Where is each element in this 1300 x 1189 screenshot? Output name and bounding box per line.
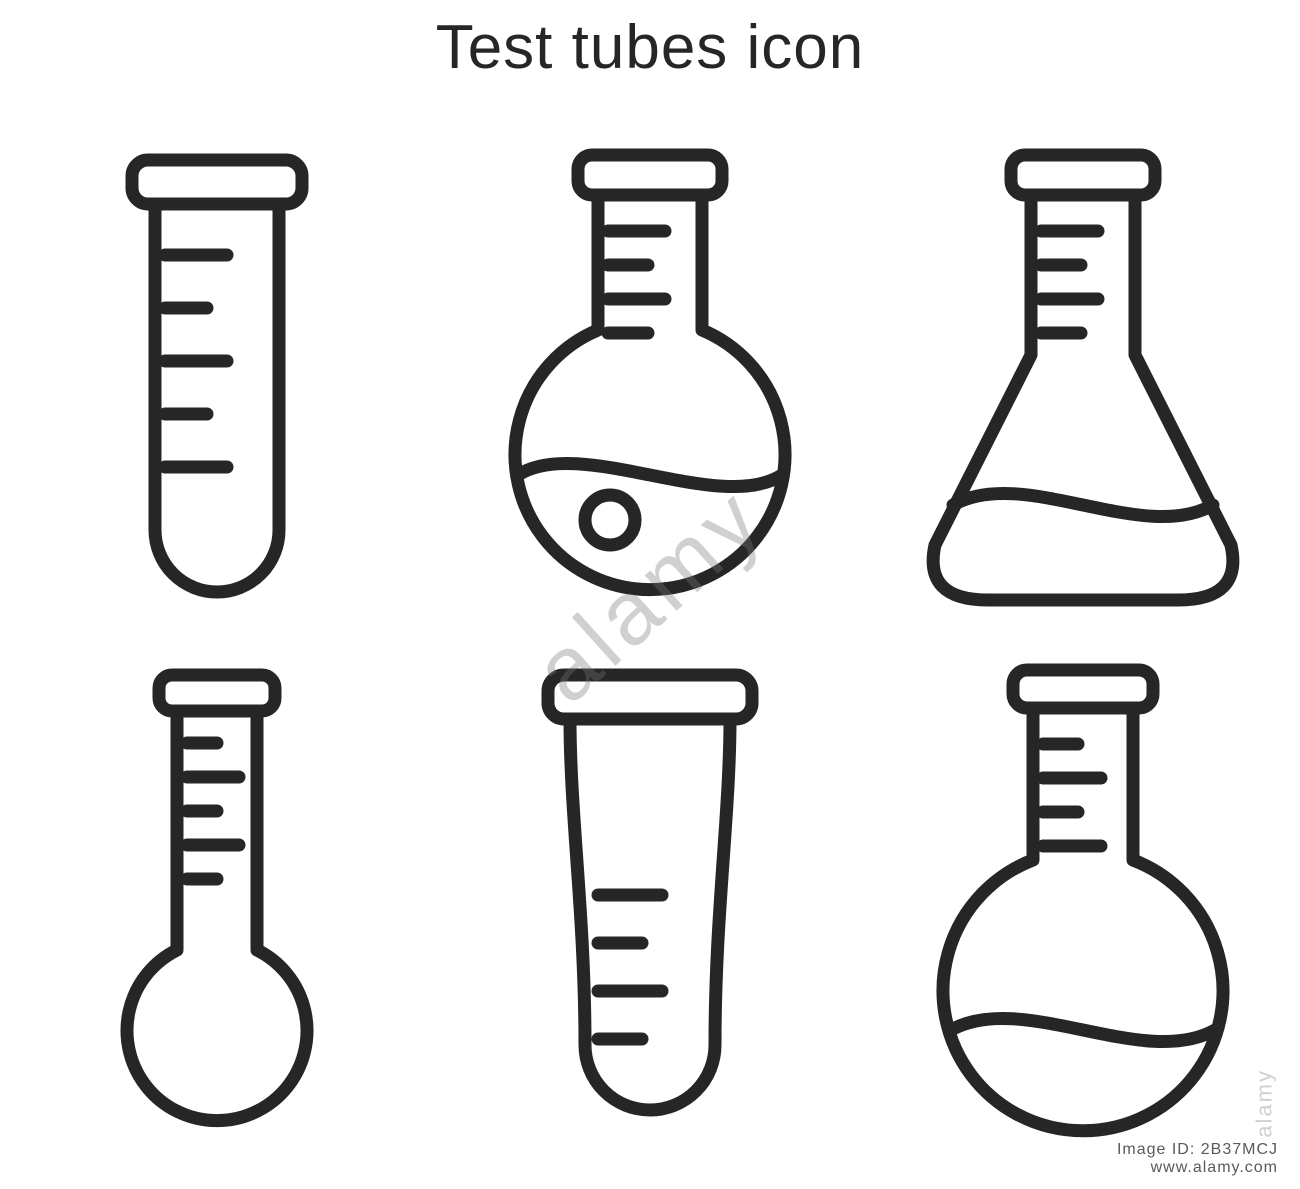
cell-round-flask-large — [867, 640, 1300, 1160]
erlenmeyer-flask-liquid-icon — [893, 145, 1273, 615]
round-flask-large-liquid-icon — [903, 660, 1263, 1140]
cell-round-flask-small — [0, 640, 433, 1160]
test-tube-wide-icon — [500, 665, 800, 1135]
icon-grid — [0, 120, 1300, 1160]
round-flask-small-bulb-icon — [77, 665, 357, 1135]
cell-round-flask-liquid — [433, 120, 866, 640]
cell-test-tube-narrow — [0, 120, 433, 640]
test-tube-narrow-icon — [87, 150, 347, 610]
cell-test-tube-wide — [433, 640, 866, 1160]
cell-erlenmeyer-flask — [867, 120, 1300, 640]
page-title: Test tubes icon — [0, 12, 1300, 83]
round-flask-liquid-bubble-icon — [470, 145, 830, 615]
